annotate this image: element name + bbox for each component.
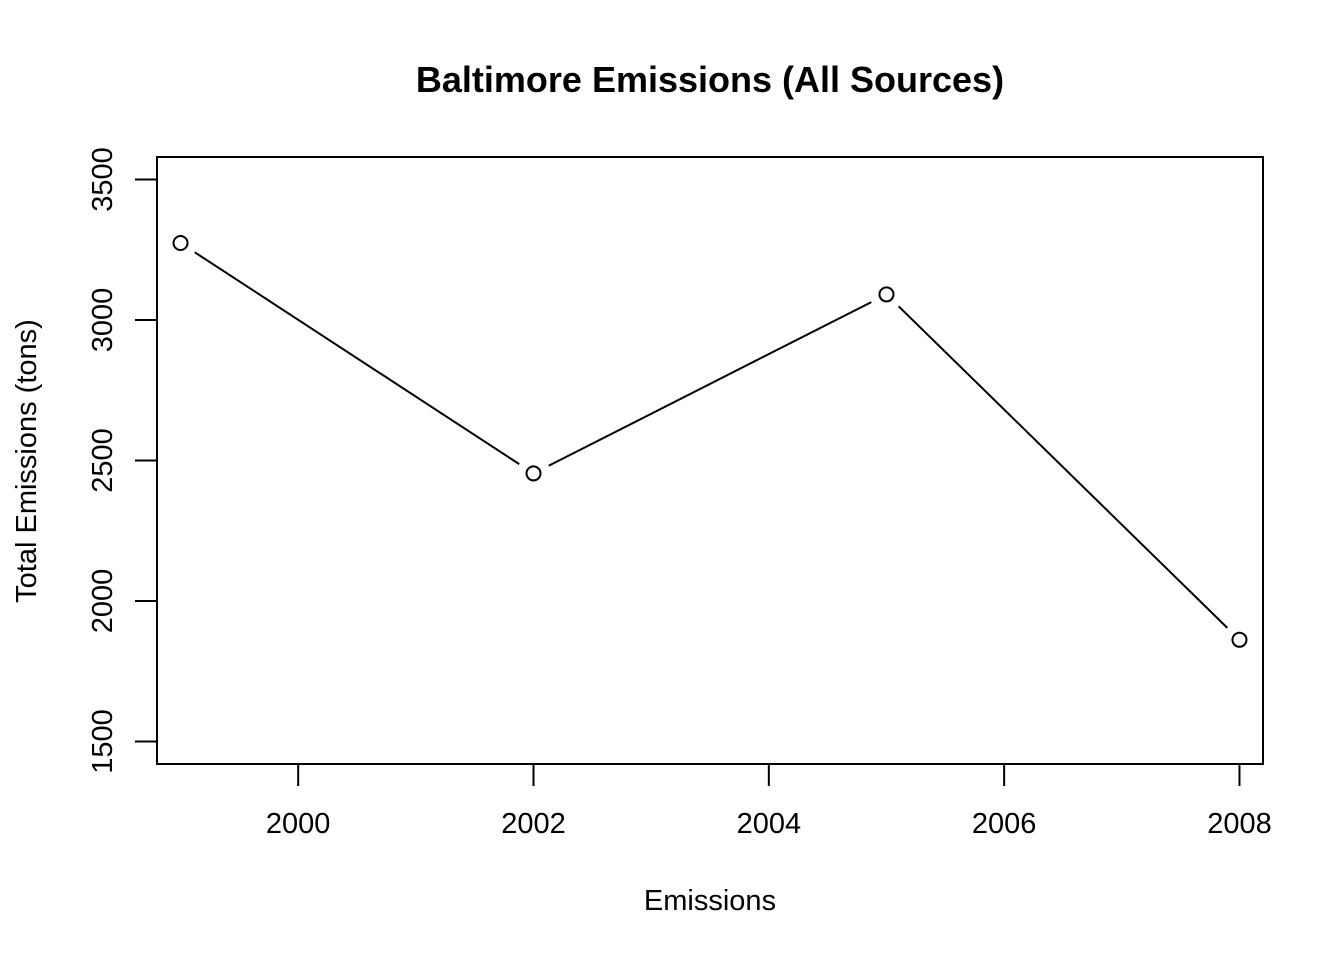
x-tick-label: 2002 bbox=[501, 808, 566, 840]
data-point bbox=[525, 465, 542, 482]
x-tick-label: 2000 bbox=[266, 808, 331, 840]
y-tick-label: 2500 bbox=[87, 428, 119, 493]
y-tick-label: 3500 bbox=[87, 147, 119, 212]
x-tick-label: 2006 bbox=[972, 808, 1037, 840]
y-tick-label: 3000 bbox=[87, 288, 119, 353]
series-line-segment bbox=[548, 301, 872, 467]
x-tick-label: 2004 bbox=[737, 808, 802, 840]
data-point bbox=[878, 286, 895, 303]
y-tick-label: 1500 bbox=[87, 709, 119, 774]
series-layer bbox=[172, 234, 1248, 648]
series-line-segment bbox=[194, 251, 520, 465]
y-tick-label: 2000 bbox=[87, 569, 119, 634]
data-point bbox=[172, 234, 189, 251]
chart-title: Baltimore Emissions (All Sources) bbox=[416, 59, 1004, 100]
y-axis-label: Total Emissions (tons) bbox=[11, 319, 43, 603]
x-axis-label: Emissions bbox=[644, 885, 776, 917]
data-point bbox=[1231, 631, 1248, 648]
x-tick-label: 2008 bbox=[1207, 808, 1272, 840]
plot-frame bbox=[156, 156, 1264, 765]
y-axis: 1500 2000 2500 3000 3500 bbox=[87, 147, 157, 774]
x-axis: 2000 2002 2004 2006 2008 bbox=[266, 764, 1272, 840]
series-line-segment bbox=[897, 305, 1229, 629]
